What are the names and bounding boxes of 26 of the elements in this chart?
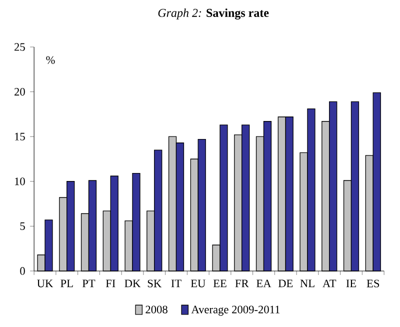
x-tick-label: PT bbox=[82, 280, 96, 288]
x-tick-label: FR bbox=[235, 280, 249, 288]
x-tick-label: AT bbox=[322, 280, 336, 288]
x-tick-label: EA bbox=[256, 280, 272, 288]
x-tick-label: DK bbox=[124, 280, 141, 288]
x-tick-label: EE bbox=[213, 280, 226, 288]
legend-label: Average 2009-2011 bbox=[191, 306, 280, 316]
y-tick-label: 10 bbox=[15, 178, 25, 186]
y-tick-label: 15 bbox=[15, 132, 25, 140]
y-tick-label: 25 bbox=[14, 43, 25, 51]
x-tick-label: SK bbox=[148, 280, 162, 288]
y-tick-label: 5 bbox=[20, 222, 25, 230]
x-tick-label: IT bbox=[171, 280, 182, 288]
x-tick-label: PL bbox=[60, 280, 73, 288]
chart-title: Graph 2: Savings rate bbox=[158, 8, 269, 20]
legend-label: 2008 bbox=[146, 306, 168, 314]
x-tick-label: IE bbox=[346, 280, 356, 288]
x-tick-label: ES bbox=[366, 280, 380, 288]
y-tick-label: 20 bbox=[14, 88, 25, 96]
x-tick-label: NL bbox=[300, 280, 314, 288]
x-tick-label: UK bbox=[37, 280, 54, 288]
x-tick-label: DE bbox=[278, 280, 293, 288]
x-tick-label: FI bbox=[106, 280, 116, 288]
y-axis-title: % bbox=[46, 56, 55, 64]
y-tick-label: 0 bbox=[20, 267, 25, 275]
x-tick-label: EU bbox=[190, 280, 206, 288]
